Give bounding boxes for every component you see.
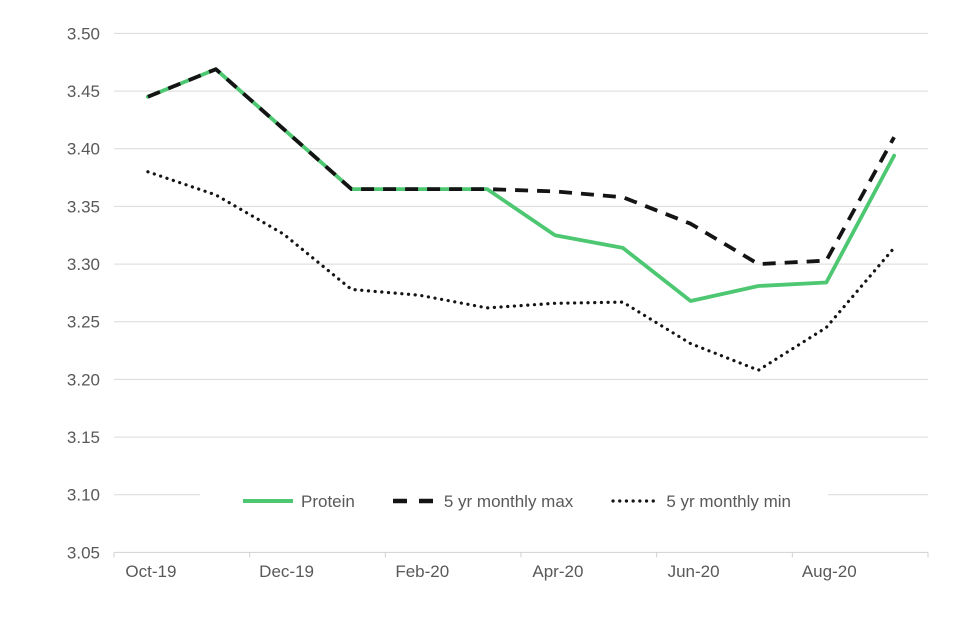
y-axis-tick-label: 3.10 [67, 486, 100, 505]
y-axis-tick-label: 3.05 [67, 543, 100, 562]
dashed-line-icon [392, 498, 437, 504]
y-axis-tick-label: 3.30 [67, 255, 100, 274]
legend-label-protein: Protein [301, 491, 355, 511]
dotted-line-icon [611, 499, 660, 503]
solid-line-icon [243, 499, 293, 503]
x-axis-tick-label: Aug-20 [802, 562, 857, 581]
y-axis-tick-label: 3.35 [67, 197, 100, 216]
y-axis-tick-label: 3.15 [67, 428, 100, 447]
x-axis-tick-label: Feb-20 [395, 562, 449, 581]
legend-item-max: 5 yr monthly max [392, 491, 574, 511]
y-axis-tick-label: 3.20 [67, 370, 100, 389]
x-axis-tick-label: Apr-20 [532, 562, 583, 581]
x-axis-tick-label: Dec-19 [259, 562, 314, 581]
legend: Protein 5 yr monthly max 5 yr monthly mi… [200, 487, 828, 515]
series-line-5-yr-monthly-min [146, 170, 896, 372]
legend-label-min: 5 yr monthly min [666, 491, 792, 511]
legend-item-min: 5 yr monthly min [611, 493, 791, 510]
x-axis-tick-label: Oct-19 [125, 562, 176, 581]
y-axis-tick-label: 3.45 [67, 82, 100, 101]
y-axis-tick-label: 3.50 [67, 24, 100, 43]
legend-item-protein: Protein [242, 493, 355, 510]
legend-label-max: 5 yr monthly max [443, 491, 574, 511]
x-axis-tick-label: Jun-20 [668, 562, 720, 581]
y-axis-tick-label: 3.25 [67, 313, 100, 332]
series-line-5-yr-monthly-max [147, 67, 896, 267]
series-line-protein [145, 67, 896, 303]
y-axis-tick-label: 3.40 [67, 140, 100, 159]
